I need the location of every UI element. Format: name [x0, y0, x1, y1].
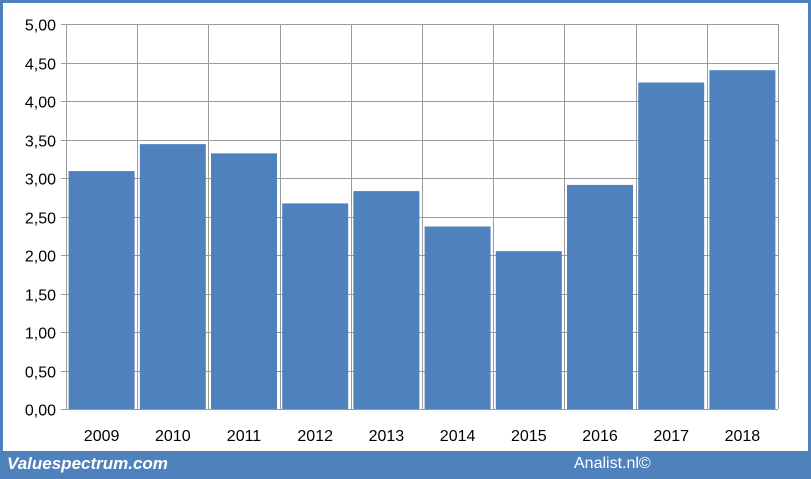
y-tick-label: 3,50 [25, 134, 56, 151]
y-tick-label: 1,50 [25, 288, 56, 305]
bar-2013 [353, 191, 420, 409]
x-tick-label: 2009 [84, 428, 120, 445]
y-tick-label: 4,00 [25, 95, 56, 112]
x-tick-label: 2016 [582, 428, 618, 445]
bar-2012 [282, 203, 349, 409]
x-tick-labels: 2009 2010 2011 2012 2013 2014 2015 2016 2017 2018 [84, 428, 760, 445]
y-tick-label: 2,50 [25, 211, 56, 228]
x-tick-label: 2012 [297, 428, 333, 445]
y-tick-label: 0,00 [25, 403, 56, 420]
footer-credit-label: Analist.nl© [574, 455, 651, 472]
x-tick-label: 2014 [440, 428, 476, 445]
bar-2016 [567, 184, 633, 409]
bar-2018 [709, 70, 776, 409]
bar-2015 [495, 251, 562, 409]
bar-2017 [638, 82, 705, 410]
bar-2011 [211, 153, 277, 409]
y-tick-label: 1,00 [25, 326, 56, 343]
bars [68, 70, 776, 410]
y-tick-labels: 0,00 0,50 1,00 1,50 2,00 2,50 3,00 3,50 4,00 4,50… [25, 18, 56, 420]
bar-2010 [139, 144, 206, 409]
footer-source-label: Valuespectrum.com [7, 454, 168, 473]
x-tick-label: 2017 [653, 428, 689, 445]
x-tick-label: 2013 [369, 428, 405, 445]
x-tick-label: 2015 [511, 428, 547, 445]
y-tick-label: 5,00 [25, 18, 56, 35]
footer-bar: Valuespectrum.com Analist.nl© [0, 451, 811, 479]
x-tick-label: 2011 [227, 428, 262, 445]
y-tick-label: 3,00 [25, 172, 56, 189]
y-tick-label: 4,50 [25, 57, 56, 74]
bar-2009 [68, 171, 135, 409]
y-tick-label: 0,50 [25, 365, 56, 382]
x-tick-label: 2010 [155, 428, 191, 445]
y-tick-label: 2,00 [25, 249, 56, 266]
x-tick-label: 2018 [725, 428, 761, 445]
bar-2014 [424, 226, 491, 409]
axes [61, 24, 778, 410]
bar-chart: 0,00 0,50 1,00 1,50 2,00 2,50 3,00 3,50 4,00 4,50… [25, 18, 779, 445]
